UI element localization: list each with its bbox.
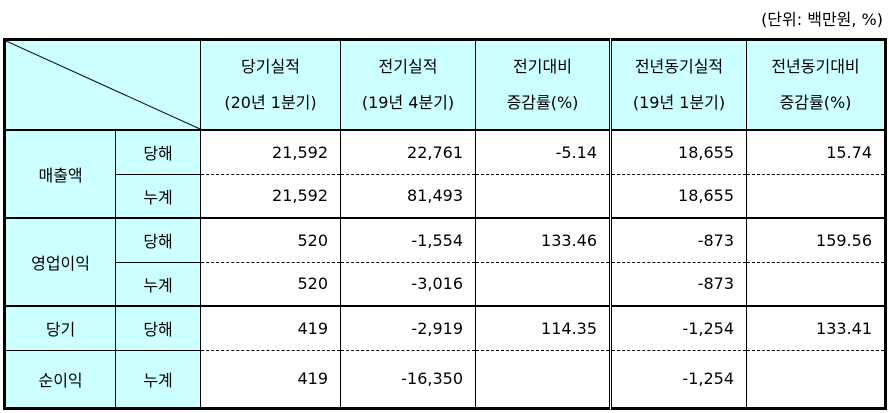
sub-label: 당해 <box>115 305 201 351</box>
header-line: 전년동기실적 <box>634 57 724 76</box>
header-line: 증감률(%) <box>506 93 579 112</box>
group-label: 순이익 <box>3 349 117 409</box>
diagonal <box>6 41 200 129</box>
value-cell: 133.41 <box>746 305 886 351</box>
header-line: (19년 1분기) <box>632 93 726 112</box>
header-line: 전년동기대비 <box>771 57 860 76</box>
table-row: 누계 520 -3,016 -873 <box>5 261 886 307</box>
value-cell: -2,919 <box>340 305 476 351</box>
empty-cell <box>475 349 611 409</box>
table-row: 영업이익 당해 520 -1,554 133.46 -873 159.56 <box>3 217 886 307</box>
value-cell: 15.74 <box>746 129 886 175</box>
results-table: 당기실적 (20년 1분기) 전기실적 (19년 4분기) 전기대비 증감률(%) 전년동기… <box>3 38 887 410</box>
sub-label: 누계 <box>115 349 201 409</box>
value-cell: 419 <box>200 305 341 351</box>
sub-label: 당해 <box>115 129 201 175</box>
empty-cell <box>475 261 611 307</box>
header-line: 전기대비 <box>513 57 572 76</box>
header-line: 증감률(%) <box>779 93 852 112</box>
value-cell: 133.46 <box>475 217 611 263</box>
value-cell: 22,761 <box>340 129 476 175</box>
header-line: (20년 1분기) <box>224 93 317 112</box>
value-cell: 159.56 <box>746 217 886 263</box>
value-cell: -5.14 <box>475 129 611 175</box>
empty-cell <box>746 349 886 409</box>
column-header: 전년동기실적 (19년 1분기) <box>609 39 747 131</box>
value-cell: -1,254 <box>609 349 747 409</box>
header-line: (19년 4분기) <box>361 93 455 112</box>
value-cell: 18,655 <box>609 129 747 175</box>
header-line: 당기실적 <box>241 57 300 76</box>
value-cell: 21,592 <box>200 173 341 219</box>
unit-note: (단위: 백만원, %) <box>761 10 883 29</box>
value-cell: -873 <box>609 217 747 263</box>
header-line: 전기실적 <box>378 57 438 76</box>
table-row: 순이익 누계 419 -16,350 -1,254 <box>3 349 886 409</box>
group-label: 영업이익 <box>3 217 117 307</box>
value-cell: 419 <box>200 349 341 409</box>
table-row: 당기 당해 419 -2,919 114.35 -1,254 133.41 <box>3 305 886 351</box>
value-cell: 18,655 <box>609 173 747 219</box>
group-label: 매출액 <box>3 129 117 219</box>
value-cell: 520 <box>200 261 341 307</box>
value-cell: 114.35 <box>475 305 611 351</box>
sub-label: 당해 <box>115 217 201 263</box>
column-header: 당기실적 (20년 1분기) <box>200 39 341 131</box>
empty-cell <box>746 173 886 219</box>
column-header: 전기실적 (19년 4분기) <box>340 39 476 131</box>
value-cell: -1,254 <box>609 305 747 351</box>
corner-cell <box>4 39 201 131</box>
table-row: 누계 21,592 81,493 18,655 <box>5 173 886 219</box>
value-cell: -873 <box>609 261 747 307</box>
value-cell: -3,016 <box>340 261 476 307</box>
value-cell: -1,554 <box>340 217 476 263</box>
value-cell: 21,592 <box>200 129 341 175</box>
value-cell: 81,493 <box>340 173 476 219</box>
empty-cell <box>746 261 886 307</box>
empty-cell <box>475 173 611 219</box>
sub-label: 누계 <box>115 173 201 219</box>
table-row: 매출액 당해 21,592 22,761 -5.14 18,655 15.74 <box>3 129 886 219</box>
sub-label: 누계 <box>115 261 201 307</box>
value-cell: -16,350 <box>340 349 476 409</box>
value-cell: 520 <box>200 217 341 263</box>
group-label: 당기 <box>3 305 117 351</box>
